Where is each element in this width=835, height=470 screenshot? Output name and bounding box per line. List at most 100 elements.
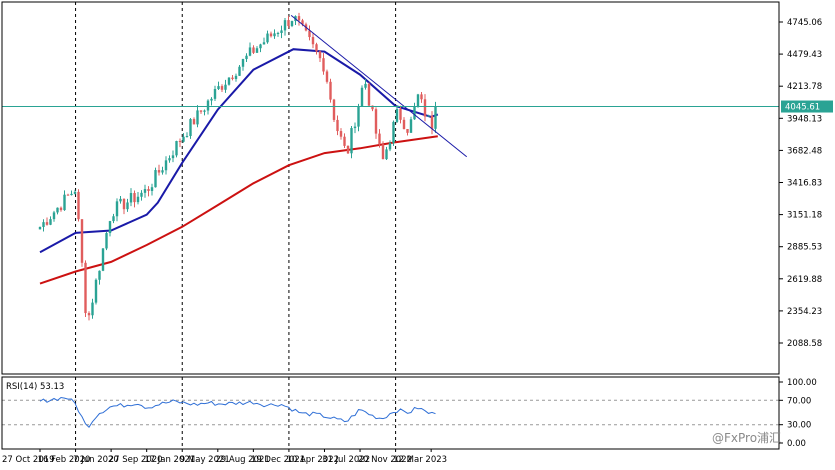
rsi-tick-label-1: 70.00 (787, 396, 811, 406)
candle-body-57 (238, 66, 241, 76)
current-price-tag (781, 100, 833, 113)
candle-body-19 (105, 233, 108, 249)
candle-body-3 (49, 219, 52, 225)
candle-body-6 (59, 207, 63, 211)
candle-body-53 (224, 84, 227, 90)
candle-body-21 (112, 216, 115, 222)
candle-body-22 (115, 201, 119, 217)
candle-body-25 (126, 202, 129, 210)
candle-body-90 (353, 126, 357, 129)
candle-body-15 (91, 302, 94, 316)
downtrend-line (290, 14, 468, 158)
candle-body-99 (385, 149, 388, 160)
candle-body-49 (210, 98, 213, 101)
candle-body-93 (364, 83, 367, 88)
candle-body-88 (346, 145, 350, 154)
time-tick-label-10: 20 Nov 2022 (358, 455, 412, 465)
price-tick-label-1: 4479.43 (787, 50, 822, 60)
candle-body-85 (336, 119, 339, 132)
watermark: @FxPro浦汇 (712, 431, 781, 445)
candle-body-23 (119, 198, 122, 202)
candle-body-54 (227, 77, 231, 85)
candle-body-113 (434, 106, 437, 129)
candle-body-68 (276, 32, 280, 34)
candle-body-30 (143, 189, 147, 193)
candle-body-17 (98, 270, 101, 280)
candle-body-27 (133, 193, 136, 203)
candle-body-14 (87, 313, 91, 316)
candle-body-29 (140, 192, 143, 197)
candle-body-59 (245, 55, 248, 60)
candle-body-103 (399, 108, 402, 120)
candle-body-98 (381, 144, 385, 160)
candle-body-86 (339, 131, 343, 137)
candle-body-42 (185, 135, 189, 137)
candle-body-104 (402, 119, 406, 130)
candle-body-60 (248, 47, 252, 56)
candle-body-18 (101, 248, 105, 271)
candle-body-92 (360, 87, 364, 107)
candle-body-46 (199, 110, 203, 112)
candle-body-12 (80, 219, 84, 263)
price-tick-label-8: 2619.88 (787, 275, 822, 285)
rsi-tick-label-3: 0.00 (787, 439, 806, 449)
candle-body-35 (161, 170, 164, 173)
candlestick-series (38, 12, 437, 321)
candle-body-84 (332, 99, 336, 120)
candle-body-65 (266, 33, 269, 43)
candle-body-101 (392, 121, 395, 143)
candle-body-108 (416, 94, 420, 107)
candle-body-0 (38, 226, 42, 230)
candle-body-87 (343, 136, 346, 146)
candle-body-94 (367, 83, 371, 106)
candle-body-33 (154, 170, 157, 188)
candle-body-82 (325, 71, 329, 82)
candle-body-20 (108, 221, 112, 234)
candle-body-31 (147, 189, 150, 191)
price-axis: 4745.06 4479.43 4213.78 3948.13 3682.48 3416.… (779, 18, 833, 349)
candle-body-24 (122, 198, 126, 210)
candle-body-72 (290, 21, 294, 27)
candle-body-32 (150, 187, 154, 191)
candle-body-56 (234, 75, 238, 80)
candle-body-105 (406, 129, 409, 133)
rsi-tick-label-2: 30.00 (787, 421, 811, 431)
candle-body-61 (252, 47, 255, 53)
candle-body-34 (157, 170, 161, 173)
price-tick-label-0: 4745.06 (787, 18, 822, 28)
candle-body-79 (315, 44, 318, 52)
candle-body-77 (308, 30, 311, 38)
candle-body-11 (77, 191, 80, 220)
candle-body-91 (357, 106, 360, 127)
candle-body-47 (203, 110, 206, 112)
candle-body-4 (52, 212, 56, 220)
price-tick-label-9: 2354.23 (787, 307, 822, 317)
rsi-panel: 100.00 70.00 30.00 0.00 (2, 378, 817, 449)
moving-average-1 (39, 48, 439, 254)
candle-body-8 (66, 194, 70, 196)
price-panel-frame (1, 1, 780, 375)
moving-average-2 (39, 135, 438, 285)
time-tick-label-0: 27 Oct 2019 (2, 455, 55, 465)
candle-body-75 (301, 20, 304, 25)
candle-body-112 (430, 115, 434, 129)
candle-body-89 (350, 128, 353, 154)
price-gridlines (75, 2, 397, 449)
candle-body-67 (273, 33, 276, 37)
candle-body-74 (297, 16, 301, 21)
candle-body-110 (423, 99, 427, 117)
time-tick-label-3: 27 Sep 2020 (109, 455, 163, 465)
candle-body-43 (189, 119, 192, 136)
candle-body-78 (311, 37, 315, 45)
candle-body-37 (168, 158, 171, 161)
candle-body-96 (374, 109, 378, 134)
candle-body-109 (420, 94, 423, 100)
time-tick-label-2: 7 Jun 2020 (73, 455, 119, 465)
price-tick-label-10: 2088.58 (787, 339, 822, 349)
candle-body-48 (206, 100, 210, 111)
candle-body-26 (129, 193, 133, 203)
time-tick-label-4: 17 Jan 2021 (144, 455, 195, 465)
time-tick-label-6: 29 Aug 2021 (215, 455, 269, 465)
time-tick-label-9: 31 Jul 2022 (322, 455, 370, 465)
